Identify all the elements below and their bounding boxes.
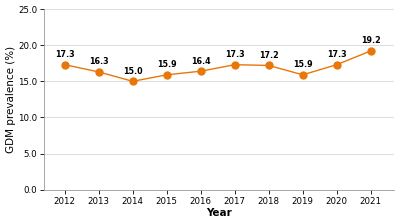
Text: 17.2: 17.2: [259, 51, 278, 60]
Text: 16.3: 16.3: [89, 57, 108, 66]
Text: 17.3: 17.3: [327, 50, 346, 59]
Text: 15.0: 15.0: [123, 67, 142, 76]
X-axis label: Year: Year: [206, 209, 232, 218]
Y-axis label: GDM prevalence (%): GDM prevalence (%): [6, 46, 16, 153]
Text: 17.3: 17.3: [225, 50, 244, 59]
Text: 17.3: 17.3: [55, 50, 75, 59]
Text: 19.2: 19.2: [361, 37, 380, 45]
Text: 15.9: 15.9: [157, 60, 176, 69]
Text: 15.9: 15.9: [293, 60, 312, 69]
Text: 16.4: 16.4: [191, 57, 210, 66]
